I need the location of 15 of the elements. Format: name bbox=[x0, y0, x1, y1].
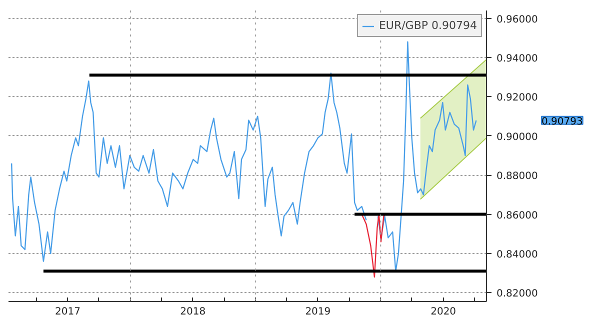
y-tick-label: 0.96000 bbox=[496, 14, 538, 26]
text: 0.90793 bbox=[542, 116, 583, 128]
y-tick-label: 0.82000 bbox=[496, 288, 538, 300]
x-tick-label: 2019 bbox=[305, 306, 331, 318]
y-tick-label: 0.88000 bbox=[496, 171, 538, 182]
x-tick-label: 2017 bbox=[55, 306, 81, 318]
legend-label: EUR/GBP 0.90794 bbox=[378, 19, 477, 32]
x-tick-label: 2018 bbox=[180, 306, 206, 318]
x-tick-label: 2020 bbox=[430, 306, 456, 318]
y-tick-label: 0.94000 bbox=[496, 54, 538, 65]
y-tick-label: 0.86000 bbox=[496, 210, 538, 222]
line-series bbox=[361, 214, 386, 278]
y-tick-label: 0.84000 bbox=[496, 249, 538, 260]
y-tick-label: 0.92000 bbox=[496, 92, 538, 104]
y-tick-label: 0.90000 bbox=[496, 132, 538, 143]
